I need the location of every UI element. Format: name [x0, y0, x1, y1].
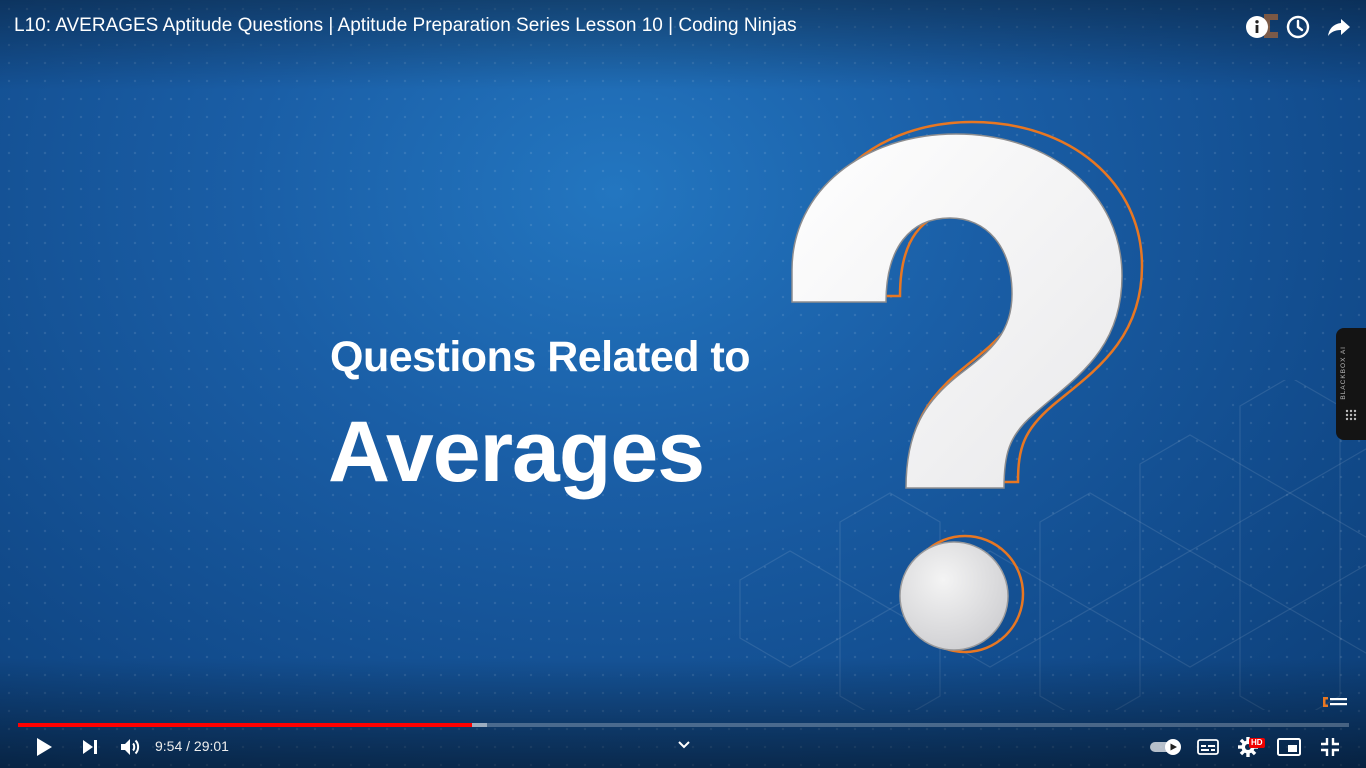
miniplayer-icon	[1277, 738, 1301, 756]
progress-played	[18, 723, 472, 727]
blackbox-dots-icon	[1345, 409, 1357, 421]
info-button[interactable]	[1242, 12, 1272, 42]
share-icon	[1328, 19, 1350, 36]
chevron-down-icon	[678, 741, 690, 749]
side-tab-label: BLACKBOX AI	[1340, 346, 1347, 400]
subtitles-button[interactable]	[1194, 734, 1222, 760]
play-button[interactable]	[30, 734, 58, 760]
subtitles-icon	[1197, 739, 1219, 755]
time-display: 9:54 / 29:01	[155, 738, 229, 754]
coding-ninjas-logo-icon	[1264, 14, 1278, 38]
exit-fullscreen-icon	[1321, 738, 1339, 756]
slide-watermark	[1322, 696, 1348, 710]
blackbox-ai-side-tab[interactable]: BLACKBOX AI	[1336, 328, 1366, 440]
autoplay-toggle[interactable]	[1148, 734, 1184, 760]
play-icon	[37, 738, 52, 756]
autoplay-toggle-icon	[1150, 739, 1181, 755]
miniplayer-button[interactable]	[1275, 734, 1303, 760]
volume-icon	[121, 739, 140, 755]
watch-later-icon	[1286, 15, 1310, 39]
info-icon	[1246, 16, 1268, 38]
progress-bar[interactable]	[18, 723, 1349, 727]
video-title[interactable]: L10: AVERAGES Aptitude Questions | Aptit…	[14, 15, 797, 36]
next-button[interactable]	[77, 734, 103, 760]
exit-fullscreen-button[interactable]	[1316, 734, 1344, 760]
next-icon	[83, 740, 97, 754]
slide-headline-line2: Averages	[328, 404, 705, 500]
quality-badge: HD	[1249, 738, 1265, 748]
top-gradient	[0, 0, 1366, 90]
share-button[interactable]	[1324, 12, 1354, 42]
bottom-gradient	[0, 658, 1366, 768]
volume-button[interactable]	[117, 734, 143, 760]
expand-chapters-button[interactable]	[672, 732, 696, 758]
question-mark-graphic	[791, 120, 1144, 654]
slide-headline-line1: Questions Related to	[330, 333, 751, 381]
watch-later-button[interactable]	[1283, 12, 1313, 42]
coding-ninjas-small-logo-icon	[1323, 697, 1347, 707]
